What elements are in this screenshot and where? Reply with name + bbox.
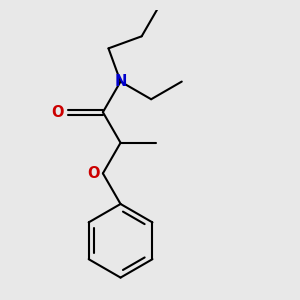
Text: N: N (114, 74, 127, 89)
Text: O: O (51, 105, 64, 120)
Text: O: O (87, 166, 100, 181)
